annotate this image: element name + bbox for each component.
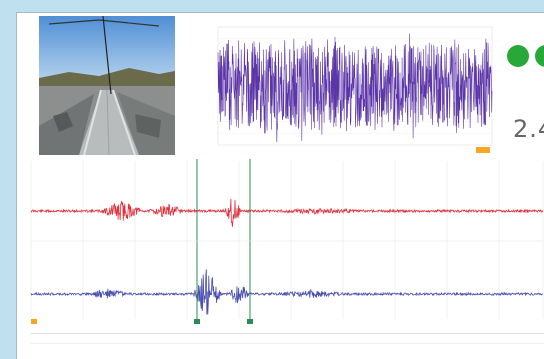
mini-chart-series bbox=[217, 33, 493, 143]
current-value: 2.4 bbox=[513, 115, 544, 143]
results-table bbox=[31, 325, 544, 359]
mini-waveform-svg bbox=[217, 26, 493, 153]
status-indicator-ok bbox=[507, 45, 529, 67]
top-waveform-series bbox=[30, 198, 544, 227]
mini-waveform-chart bbox=[206, 17, 496, 159]
camera-feed-graphic bbox=[39, 16, 175, 155]
mini-chart-range-handle[interactable] bbox=[476, 147, 490, 153]
table-row[interactable] bbox=[31, 345, 544, 353]
bottom-waveform-series bbox=[30, 269, 544, 315]
marker-handle-2[interactable] bbox=[247, 319, 253, 324]
table-row[interactable] bbox=[31, 335, 544, 344]
main-waveform-svg bbox=[30, 159, 544, 324]
status-indicator-ok-2 bbox=[535, 45, 544, 67]
cursor-handle[interactable] bbox=[31, 319, 37, 324]
monitoring-panel: 2.4 bbox=[16, 12, 544, 359]
marker-handle-1[interactable] bbox=[194, 319, 200, 324]
table-header-row bbox=[31, 325, 544, 334]
status-panel: 2.4 bbox=[507, 23, 544, 153]
camera-feed-image bbox=[39, 16, 175, 155]
main-waveform-chart bbox=[17, 159, 544, 324]
